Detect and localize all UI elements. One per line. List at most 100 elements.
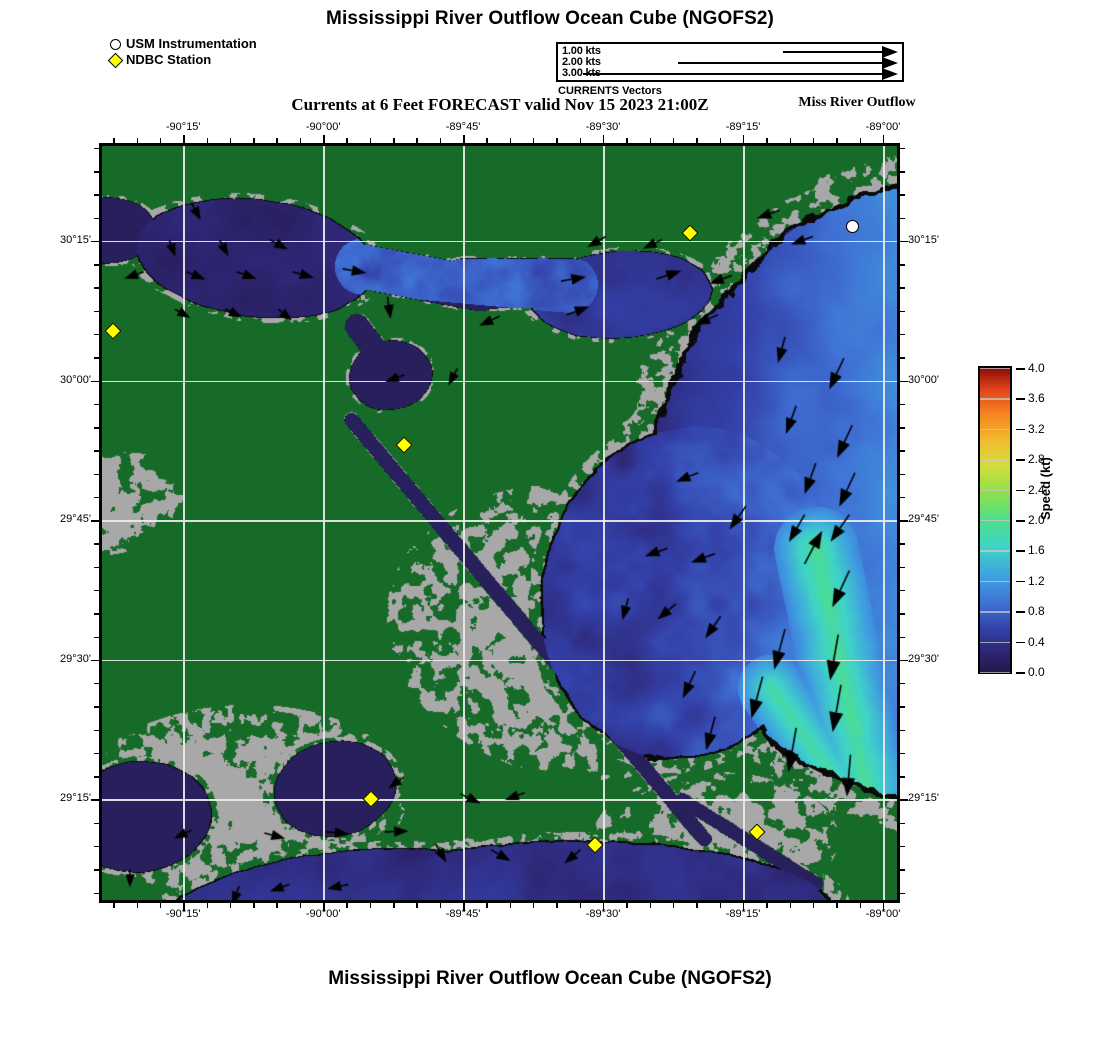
- axis-tick: [94, 636, 99, 638]
- axis-tick: [900, 566, 905, 569]
- axis-tick: [743, 903, 745, 911]
- usm-instrumentation-marker[interactable]: [845, 220, 859, 234]
- lon-axis-label-bottom: -89°15': [725, 908, 761, 920]
- vector-scale-row: 3.00 kts: [558, 67, 902, 80]
- axis-tick: [696, 138, 698, 143]
- colorbar-inner-gridline: [980, 672, 1010, 674]
- axis-tick: [94, 217, 99, 220]
- axis-tick: [900, 659, 908, 662]
- axis-tick: [900, 799, 908, 801]
- axis-tick: [94, 310, 99, 313]
- axis-tick: [649, 903, 652, 908]
- vector-shaft-icon: [678, 62, 883, 64]
- axis-tick: [696, 903, 698, 908]
- colorbar-tick: [1016, 398, 1025, 400]
- colorbar-inner-gridline: [980, 611, 1010, 613]
- axis-tick: [94, 822, 99, 825]
- axis-tick: [743, 135, 745, 143]
- ndbc-station-marker[interactable]: [586, 836, 604, 854]
- axis-tick: [900, 752, 905, 755]
- circle-icon: [108, 38, 122, 50]
- axis-tick: [439, 903, 442, 908]
- ndbc-station-marker[interactable]: [104, 322, 122, 340]
- colorbar-tick-label: 0.8: [1028, 604, 1045, 619]
- axis-tick: [883, 903, 885, 911]
- lat-axis-label: 30°15': [60, 233, 91, 246]
- axis-tick: [94, 683, 99, 685]
- axis-tick: [276, 903, 278, 908]
- colorbar-tick: [1016, 580, 1025, 583]
- colorbar-tick: [1016, 459, 1025, 461]
- axis-tick: [900, 706, 905, 708]
- arrow-head-icon: [882, 68, 898, 80]
- colorbar-tick-label: 4.0: [1028, 361, 1045, 375]
- vector-scale-row: 2.00 kts: [558, 56, 902, 69]
- colorbar-tick-label: 2.4: [1028, 482, 1045, 497]
- axis-tick: [883, 135, 885, 143]
- axis-tick: [556, 903, 558, 908]
- axis-tick: [900, 846, 905, 848]
- vector-shaft-icon: [783, 51, 883, 53]
- axis-tick: [789, 138, 792, 143]
- lon-axis-label-bottom: -90°00': [305, 908, 341, 920]
- axis-tick: [859, 903, 862, 908]
- lon-axis-label-bottom: -90°15': [165, 908, 201, 920]
- axis-tick: [900, 334, 905, 336]
- axis-tick: [900, 403, 905, 406]
- legend-label-usm: USM Instrumentation: [126, 36, 257, 51]
- axis-tick: [766, 138, 768, 143]
- colorbar-inner-gridline: [980, 428, 1010, 431]
- colorbar-tick: [1016, 489, 1025, 492]
- axis-tick: [556, 138, 558, 143]
- colorbar-inner-gridline: [980, 641, 1010, 643]
- axis-tick: [183, 903, 185, 911]
- vector-scale-label: 3.00 kts: [562, 67, 601, 79]
- axis-tick: [463, 903, 465, 911]
- axis-tick: [813, 138, 815, 143]
- ndbc-station-marker[interactable]: [681, 224, 699, 242]
- axis-tick: [369, 903, 372, 908]
- axis-tick: [94, 752, 99, 755]
- axis-tick: [900, 776, 905, 778]
- axis-tick: [94, 869, 99, 871]
- colorbar-tick-label: 1.2: [1028, 573, 1045, 588]
- map-panel[interactable]: [99, 143, 900, 903]
- colorbar-tick: [1016, 550, 1025, 552]
- ndbc-station-marker[interactable]: [395, 436, 413, 454]
- colorbar-tick-label: 0.4: [1028, 634, 1045, 649]
- colorbar-tick-label: 2.8: [1028, 452, 1045, 467]
- axis-tick: [206, 138, 208, 143]
- axis-tick: [719, 903, 722, 908]
- axis-tick: [206, 903, 208, 908]
- ndbc-station-marker[interactable]: [748, 823, 766, 841]
- axis-tick: [253, 903, 255, 908]
- axis-tick: [94, 287, 99, 289]
- axis-tick: [159, 903, 162, 908]
- colorbar-tick-label: 1.6: [1028, 543, 1045, 558]
- axis-tick: [626, 138, 628, 143]
- legend-item-ndbc: NDBC Station: [107, 52, 257, 68]
- axis-tick: [94, 543, 99, 545]
- axis-tick: [91, 380, 99, 382]
- axis-tick: [299, 903, 302, 908]
- lat-axis-label-right: 29°45': [908, 513, 939, 526]
- colorbar-inner-gridline: [980, 398, 1010, 400]
- axis-tick: [94, 171, 99, 173]
- axis-tick: [94, 194, 99, 196]
- bottom-title: Mississippi River Outflow Ocean Cube (NG…: [328, 968, 772, 989]
- ndbc-station-marker[interactable]: [362, 790, 380, 808]
- axis-tick: [509, 138, 512, 143]
- axis-tick: [900, 287, 905, 289]
- arrow-head-icon: [882, 57, 898, 69]
- axis-tick: [900, 217, 905, 220]
- colorbar-tick: [1016, 368, 1025, 370]
- axis-tick: [900, 194, 905, 196]
- axis-tick: [94, 427, 99, 429]
- lon-axis-label: -89°30': [585, 121, 621, 133]
- axis-tick: [94, 706, 99, 708]
- colorbar: 4.0 3.6 3.2 2.8 2.4 2.0 1.6 1.2 0.8 0.4 0.0: [978, 361, 1045, 679]
- diamond-icon: [395, 436, 413, 454]
- axis-tick: [94, 264, 99, 266]
- colorbar-tick-label: 0.0: [1028, 665, 1045, 679]
- axis-tick: [323, 903, 325, 911]
